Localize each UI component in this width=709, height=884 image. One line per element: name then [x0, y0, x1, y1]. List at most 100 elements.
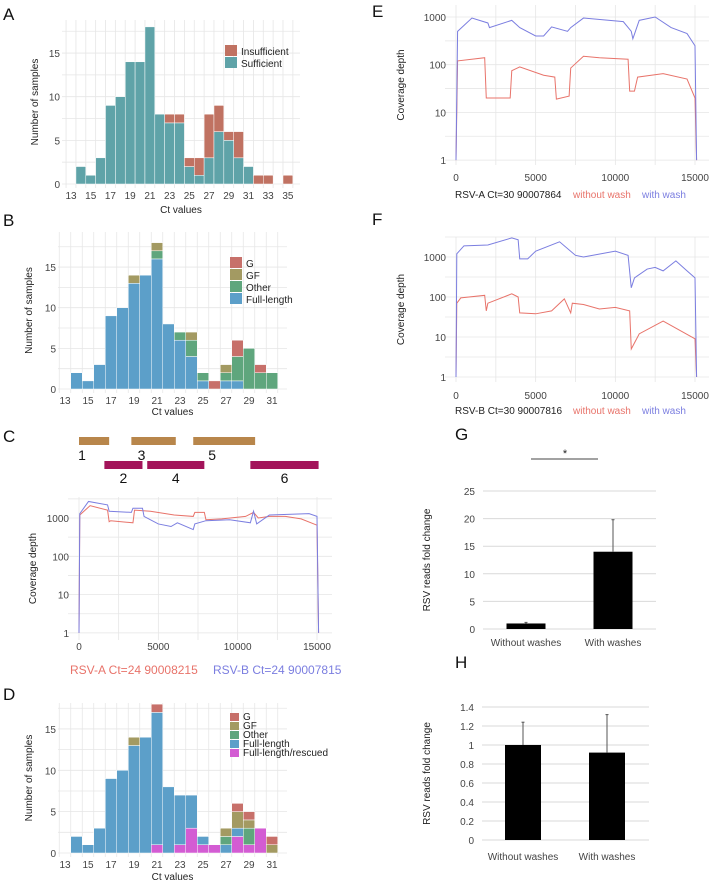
bar-other-27	[220, 836, 232, 845]
bar-full-length-14	[70, 836, 83, 854]
bar-gf-27	[220, 364, 232, 373]
bar-sufficient-30	[233, 157, 244, 185]
bar-full-length-25	[197, 836, 209, 845]
legend-label: Full-length/rescued	[243, 748, 328, 759]
y-tick-label: 0	[468, 836, 474, 847]
x-axis-title: Ct values	[152, 872, 194, 883]
bar-full-length-22	[162, 323, 175, 390]
bar-g-30	[254, 364, 267, 373]
bar-full-length-rescued-26	[208, 844, 221, 854]
x-tick-label: With washes	[579, 852, 636, 863]
x-tick-label: 27	[203, 191, 215, 202]
y-tick-label: 10	[464, 570, 476, 581]
x-tick-label: 13	[65, 191, 77, 202]
y-tick-label: 100	[429, 293, 446, 304]
y-axis-title: Number of samples	[24, 735, 35, 822]
x-tick-label: Without washes	[488, 852, 559, 863]
x-tick-label: 17	[105, 396, 117, 407]
x-tick-label: 10000	[224, 642, 252, 653]
x-tick-label: 21	[151, 860, 163, 871]
legend-swatch	[230, 269, 242, 280]
bar-full-length-20	[139, 274, 152, 390]
fragment-1	[79, 437, 110, 445]
y-tick-label: 5	[50, 344, 56, 355]
bar-full-length-rescued-23	[174, 844, 186, 854]
y-tick-label: 100	[52, 552, 69, 563]
bar-gf-27	[220, 827, 232, 837]
caption-sample: RSV-B Ct=30 90007816	[455, 406, 562, 417]
coverage-line-without-wash	[455, 55, 698, 161]
bar-other-25	[197, 372, 209, 382]
x-tick-label: 13	[59, 396, 71, 407]
y-axis-title: Number of samples	[24, 267, 35, 354]
legend-swatch	[230, 731, 239, 739]
bar-with-washes	[589, 752, 625, 840]
bar-without-washes	[506, 623, 546, 629]
x-tick-label: 0	[453, 173, 459, 184]
y-tick-label: 1000	[424, 253, 447, 264]
y-tick-label: 10	[49, 93, 61, 104]
bar-full-length-23	[174, 794, 186, 845]
bar-sufficient-25	[184, 166, 195, 185]
bar-sufficient-20	[134, 61, 146, 185]
y-axis-title: RSV reads fold change	[422, 508, 433, 611]
panel-label-e: E	[372, 2, 383, 21]
x-tick-label: 31	[243, 191, 255, 202]
coverage-line-rsv-a-ct-24-90008215	[78, 505, 320, 633]
coverage-line-with-wash	[455, 16, 698, 161]
y-tick-label: 0.8	[460, 760, 474, 771]
fragment-2	[104, 461, 143, 469]
y-tick-label: 25	[464, 487, 476, 498]
bar-full-length-rescued-21	[151, 844, 163, 854]
bar-sufficient-21	[144, 26, 156, 185]
x-tick-label: 25	[197, 396, 209, 407]
bar-without-washes	[505, 745, 541, 840]
y-tick-label: 0.2	[460, 817, 474, 828]
x-axis-title: Ct values	[152, 407, 194, 418]
y-axis-title: RSV reads fold change	[422, 722, 433, 825]
panel-label-d: D	[3, 685, 15, 704]
legend-label: Insufficient	[241, 47, 289, 58]
x-tick-label: 15	[82, 860, 94, 871]
legend-label: Full-length	[243, 739, 290, 750]
y-tick-label: 10	[45, 304, 57, 315]
bar-sufficient-27	[203, 157, 215, 185]
coverage-line-rsv-b-ct-24-90007815	[78, 500, 320, 633]
bar-sufficient-17	[105, 105, 116, 185]
bar-full-length-20	[139, 736, 152, 854]
bar-insufficient-32	[253, 175, 264, 185]
bar-insufficient-28	[213, 105, 225, 132]
bar-sufficient-23	[164, 122, 175, 185]
x-tick-label: 15000	[681, 173, 709, 184]
x-tick-label: 0	[76, 642, 82, 653]
y-tick-label: 1.2	[460, 722, 474, 733]
bar-full-length-19	[128, 745, 140, 854]
y-tick-label: 1	[468, 741, 474, 752]
bar-insufficient-35	[282, 175, 294, 185]
x-tick-label: 25	[197, 860, 209, 871]
bar-other-29	[243, 827, 255, 845]
y-tick-label: 5	[54, 136, 60, 147]
legend-with-wash: with wash	[641, 190, 686, 201]
x-tick-label: 27	[220, 860, 232, 871]
bar-gf-29	[243, 819, 255, 829]
legend-label: Full-length	[246, 295, 293, 306]
bar-full-length-28	[231, 380, 244, 390]
bar-full-length-28	[231, 827, 244, 837]
bar-full-length-21	[151, 712, 163, 845]
bar-insufficient-26	[194, 157, 205, 176]
x-tick-label: 17	[105, 191, 117, 202]
x-tick-label: 31	[266, 860, 278, 871]
bar-other-24	[185, 339, 198, 357]
legend-label: GF	[246, 271, 260, 282]
y-tick-label: 100	[429, 61, 446, 72]
y-tick-label: 20	[464, 515, 476, 526]
bar-full-length-17	[105, 778, 117, 854]
bar-full-length-19	[128, 283, 140, 390]
bar-full-length-rescued-28	[231, 836, 244, 854]
y-tick-label: 15	[45, 725, 57, 736]
x-tick-label: 29	[243, 860, 255, 871]
fragment-4	[147, 461, 205, 469]
coverage-line-without-wash	[455, 293, 698, 378]
